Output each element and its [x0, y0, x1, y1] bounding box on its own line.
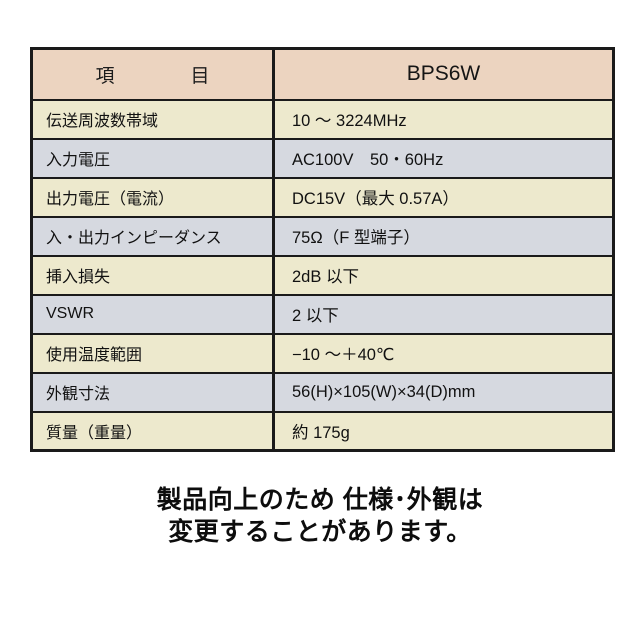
spec-label: 挿入損失: [30, 254, 275, 296]
table-row: 出力電圧（電流） DC15V（最大 0.57A）: [30, 176, 615, 218]
spec-table: 項 目 BPS6W 伝送周波数帯域 10 〜 3224MHz 入力電圧 AC10…: [30, 47, 615, 452]
spec-value: 10 〜 3224MHz: [272, 98, 615, 140]
item-column-header: 項 目: [30, 47, 275, 101]
spec-label: 伝送周波数帯域: [30, 98, 275, 140]
table-row: 伝送周波数帯域 10 〜 3224MHz: [30, 98, 615, 140]
spec-label: 質量（重量）: [30, 410, 275, 452]
spec-value: 75Ω（F 型端子）: [272, 215, 615, 257]
table-row: 質量（重量） 約 175g: [30, 410, 615, 452]
spec-value: 56(H)×105(W)×34(D)mm: [272, 371, 615, 413]
footer-note-line2: 変更することがあります。: [168, 518, 472, 546]
spec-value: 2 以下: [272, 293, 615, 335]
spec-label: 外観寸法: [30, 371, 275, 413]
table-row: 使用温度範囲 −10 〜＋40℃: [30, 332, 615, 374]
spec-label: 入力電圧: [30, 137, 275, 179]
spec-value: AC100V 50・60Hz: [272, 137, 615, 179]
footer-note: 製品向上のため 仕様･外観は 変更することがあります。: [0, 484, 640, 548]
spec-value: DC15V（最大 0.57A）: [272, 176, 615, 218]
table-row: VSWR 2 以下: [30, 293, 615, 335]
model-column-header: BPS6W: [272, 47, 615, 101]
table-row: 入・出力インピーダンス 75Ω（F 型端子）: [30, 215, 615, 257]
table-row: 外観寸法 56(H)×105(W)×34(D)mm: [30, 371, 615, 413]
table-row: 挿入損失 2dB 以下: [30, 254, 615, 296]
spec-label: 出力電圧（電流）: [30, 176, 275, 218]
spec-label: 使用温度範囲: [30, 332, 275, 374]
spec-label: 入・出力インピーダンス: [30, 215, 275, 257]
footer-note-line1: 製品向上のため 仕様･外観は: [156, 486, 484, 514]
spec-value: 2dB 以下: [272, 254, 615, 296]
spec-value: 約 175g: [272, 410, 615, 452]
table-row: 入力電圧 AC100V 50・60Hz: [30, 137, 615, 179]
spec-value: −10 〜＋40℃: [272, 332, 615, 374]
spec-label: VSWR: [30, 293, 275, 335]
table-header-row: 項 目 BPS6W: [30, 47, 615, 101]
